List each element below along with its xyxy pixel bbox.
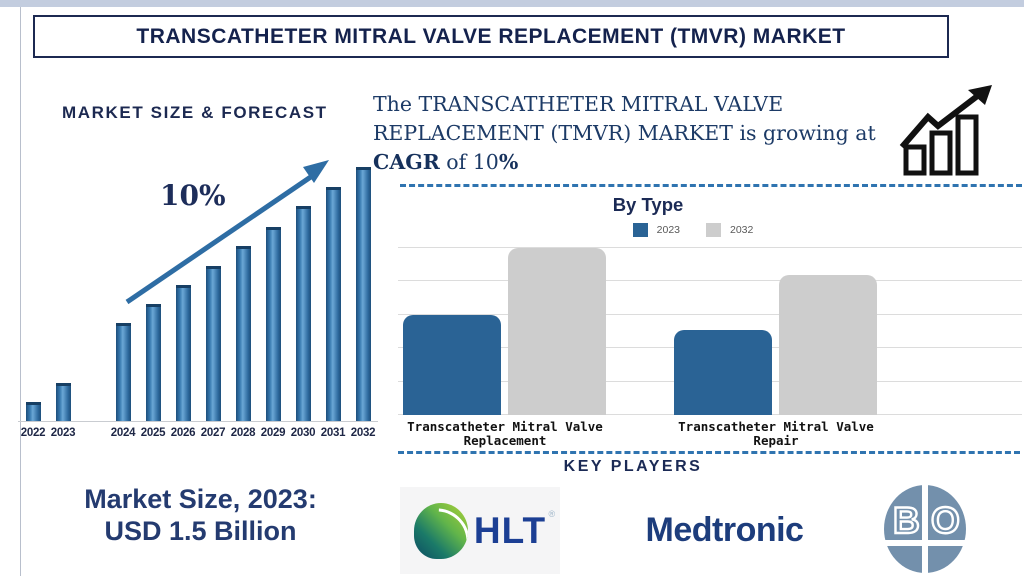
forecast-bar-column-2024 [108, 323, 138, 421]
forecast-bar-column-2026 [168, 285, 198, 421]
bytype-chart-title: By Type [612, 194, 684, 215]
market-size-line2: USD 1.5 Billion [104, 516, 297, 547]
forecast-bar-chart [18, 160, 378, 422]
forecast-bar-2030 [295, 206, 311, 421]
market-size-callout: Market Size, 2023: USD 1.5 Billion [28, 483, 373, 548]
bytype-bar-2023-replacement [403, 315, 501, 415]
forecast-bar-2028 [235, 246, 251, 421]
forecast-bar-2024 [115, 323, 131, 421]
svg-text:B: B [893, 500, 920, 541]
bytype-category-label-replacement: Transcatheter Mitral Valve Replacement [407, 419, 603, 449]
medtronic-wordmark: Medtronic [645, 511, 804, 549]
growth-statement: The TRANSCATHETER MITRAL VALVE REPLACEME… [373, 90, 900, 177]
forecast-bar-column-2027 [198, 266, 228, 421]
growth-statement-text: The TRANSCATHETER MITRAL VALVE REPLACEME… [373, 92, 876, 146]
forecast-year-label-2026: 2026 [170, 427, 196, 439]
forecast-year-label-2028: 2028 [230, 427, 256, 439]
bytype-grouped-bar-chart [398, 247, 1022, 415]
dashed-separator-bottom [398, 451, 1020, 454]
forecast-bar-2025 [145, 304, 161, 421]
growth-statement-percent: % [498, 150, 519, 175]
growth-chart-icon [899, 85, 992, 176]
legend-swatch-2023 [632, 223, 648, 237]
market-size-line1: Market Size, 2023: [84, 484, 317, 514]
bytype-category-label-repair: Transcatheter Mitral Valve Repair [678, 419, 874, 449]
forecast-bar-column-2025 [138, 304, 168, 421]
forecast-bar-2031 [325, 187, 341, 421]
hlt-label: HLT [473, 509, 547, 551]
left-border-line [20, 7, 21, 576]
forecast-bar-2027 [205, 266, 221, 421]
forecast-bar-2029 [265, 227, 281, 421]
bytype-gridline [398, 314, 1022, 315]
legend-label-2023: 2023 [656, 224, 680, 236]
forecast-year-axis: 2022 2023 2024 2025 2026 2027 2028 2029 2030 2031… [18, 427, 378, 439]
hlt-logo: HLT ® [400, 487, 560, 574]
cagr-percent-label: 10% [160, 179, 226, 212]
bytype-bar-2032-repair [779, 275, 877, 415]
forecast-year-label-2029: 2029 [260, 427, 286, 439]
rising-trend-arrow-icon [125, 160, 329, 305]
key-players-heading: KEY PLAYERS [563, 458, 703, 475]
forecast-bar-2022 [25, 402, 41, 421]
legend-swatch-2032 [706, 223, 721, 237]
growth-statement-text2: of 10 [439, 150, 499, 175]
forecast-chart-title: MARKET SIZE & FORECAST [62, 103, 328, 122]
medtronic-logo: Medtronic [622, 487, 827, 574]
forecast-bar-2026 [175, 285, 191, 421]
forecast-year-label-2022: 2022 [20, 427, 46, 439]
top-border-strip [0, 0, 1024, 7]
bytype-bars [398, 248, 1022, 415]
forecast-bar-2032 [355, 167, 371, 421]
page-title: TRANSCATHETER MITRAL VALVE REPLACEMENT (… [136, 24, 846, 48]
bytype-group-replacement [403, 248, 606, 415]
forecast-bar-2023 [55, 383, 71, 421]
legend-label-2032: 2032 [730, 224, 754, 236]
bytype-legend: 2023 2032 [398, 223, 988, 237]
forecast-year-label-2024: 2024 [110, 427, 136, 439]
forecast-year-label-2023: 2023 [50, 427, 76, 439]
forecast-bar-column-2029 [258, 227, 288, 421]
forecast-bar-column-2030 [288, 206, 318, 421]
bo-circle-logo: B O [880, 483, 972, 576]
bytype-bar-2023-repair [674, 330, 772, 415]
hlt-wordmark: HLT ® [473, 509, 555, 552]
forecast-year-label-2025: 2025 [140, 427, 166, 439]
forecast-bar-column-2023 [48, 383, 78, 421]
forecast-year-label-2032: 2032 [350, 427, 376, 439]
forecast-year-label-2027: 2027 [200, 427, 226, 439]
hlt-leaf-orb-icon [413, 502, 468, 559]
forecast-bar-column-2031 [318, 187, 348, 421]
title-banner: TRANSCATHETER MITRAL VALVE REPLACEMENT (… [33, 15, 949, 58]
forecast-bar-column-2028 [228, 246, 258, 421]
forecast-bar-column-2032 [348, 167, 378, 421]
legend-item-2032: 2032 [706, 223, 753, 237]
bytype-category-axis: Transcatheter Mitral Valve Replacement Tr… [398, 419, 878, 449]
growth-statement-cagr: CAGR [373, 150, 440, 175]
bytype-group-repair [674, 275, 877, 415]
forecast-year-label-2030: 2030 [290, 427, 316, 439]
forecast-year-label-2031: 2031 [320, 427, 346, 439]
hlt-registered-mark: ® [548, 508, 557, 519]
bytype-gridline [398, 247, 1022, 248]
legend-item-2023: 2023 [632, 223, 680, 237]
forecast-bar-column-2022 [18, 402, 48, 421]
bytype-gridline [398, 280, 1022, 281]
dashed-separator-top [400, 184, 1022, 187]
svg-text:O: O [931, 500, 960, 541]
bytype-bar-2032-replacement [508, 248, 606, 415]
